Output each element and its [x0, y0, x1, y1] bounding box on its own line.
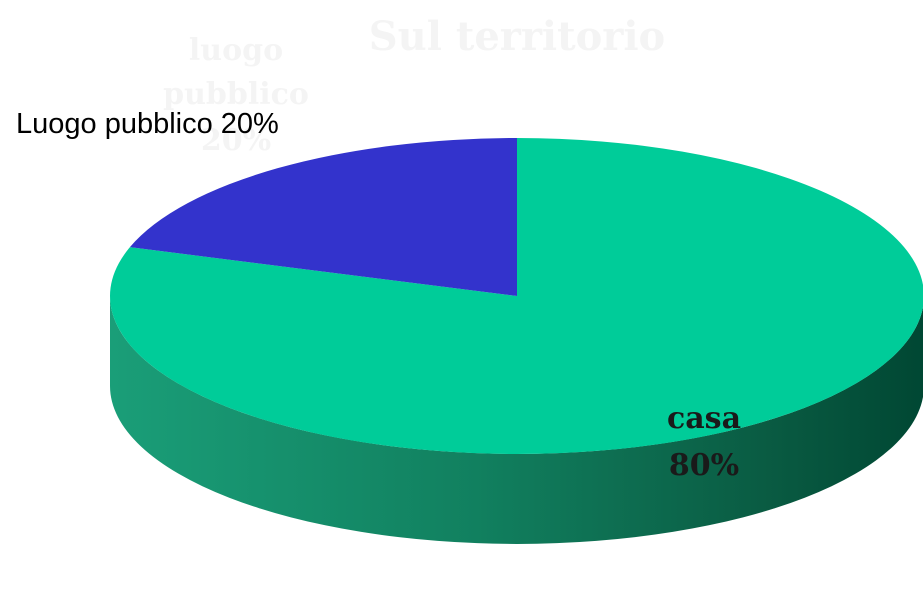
slice-luogo-pubblico[interactable] [129, 138, 518, 296]
ghost-label-line-1: luogo [189, 33, 283, 68]
chart-title: Sul territorio [369, 13, 665, 60]
slice-label-luogo-pubblico: Luogo pubblico 20% [16, 108, 279, 140]
slice-label-casa-name: casa [667, 401, 741, 436]
ghost-label-line-2: pubblico [163, 77, 309, 112]
pie-side-wall [110, 296, 923, 544]
slice-casa[interactable] [110, 138, 923, 454]
ghost-label-line-3: 20% [201, 123, 271, 158]
slice-label-casa-value: 80% [669, 448, 739, 483]
